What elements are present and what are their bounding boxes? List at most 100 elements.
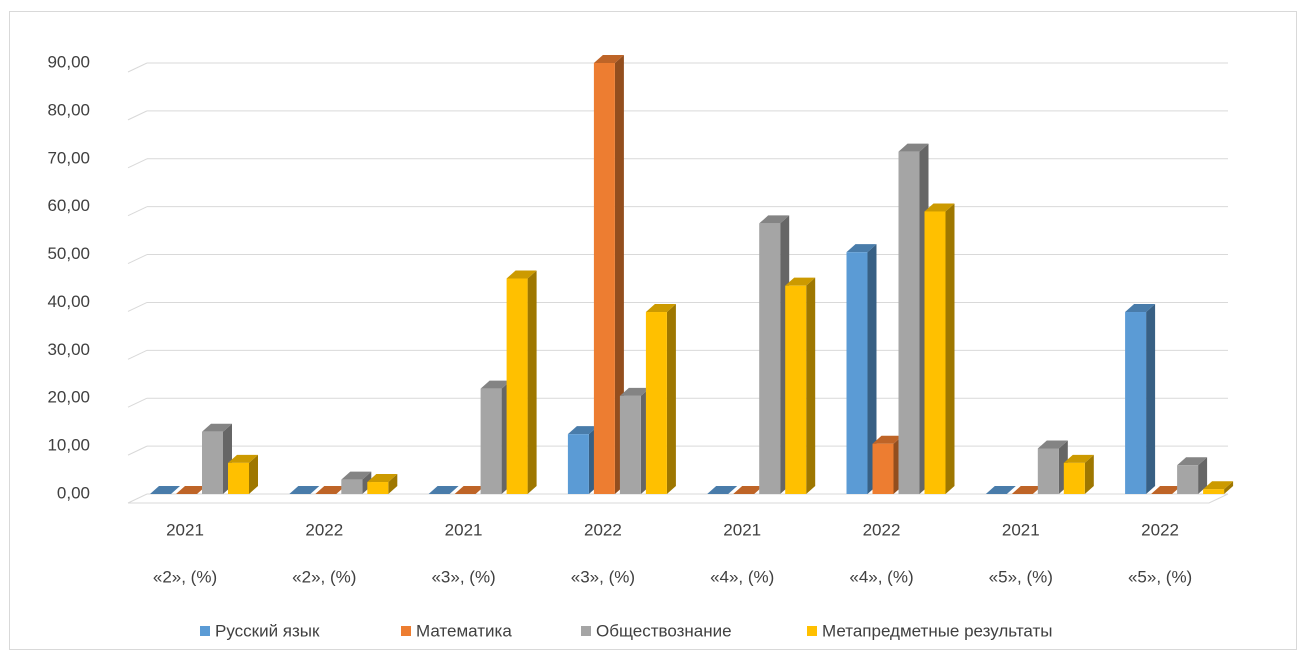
bar-front: [1203, 489, 1225, 494]
bar: [619, 387, 650, 494]
bar-top: [645, 304, 676, 313]
bar-side: [806, 277, 816, 494]
bar-side: [945, 203, 955, 494]
x-group-label: «4», (%): [849, 567, 913, 586]
bar: [1063, 454, 1094, 494]
y-tick-label: 40,00: [47, 292, 90, 311]
y-tick-label: 30,00: [47, 340, 90, 359]
bar-side: [388, 474, 398, 494]
bar: [480, 380, 511, 494]
grid-line-depth: [127, 493, 148, 504]
bar-front: [619, 395, 641, 494]
bar-side: [666, 304, 676, 494]
floor: [128, 493, 1229, 504]
bar: [228, 454, 258, 494]
x-tick-label: 2022: [305, 520, 343, 539]
bar: [150, 486, 180, 494]
y-tick-label: 20,00: [47, 388, 90, 407]
y-tick-label: 90,00: [47, 52, 90, 71]
bar-top: [1177, 457, 1208, 466]
bar-top: [872, 435, 903, 444]
bar-front: [367, 482, 389, 494]
x-tick-label: 2021: [166, 520, 204, 539]
bar-side: [1224, 481, 1234, 494]
bar-front: [593, 63, 615, 494]
bar-front: [1037, 448, 1059, 494]
bar-top: [428, 486, 459, 494]
grid-line-depth: [127, 206, 148, 217]
bar-top: [1063, 454, 1094, 463]
bar-top: [846, 244, 877, 253]
x-group-label: «2», (%): [153, 567, 217, 586]
bar-top: [454, 486, 485, 494]
y-tick-label: 80,00: [47, 100, 90, 119]
bar-top: [176, 486, 206, 494]
x-tick-label: 2021: [445, 520, 483, 539]
bar: [759, 215, 790, 494]
bar-front: [785, 285, 807, 494]
bar-top: [1037, 440, 1068, 449]
x-tick-label: 2022: [584, 520, 622, 539]
bar: [645, 304, 676, 494]
y-tick-label: 0,00: [57, 483, 90, 502]
bar-front: [202, 431, 223, 494]
bar-top: [759, 215, 790, 224]
bar: [315, 486, 346, 494]
bar-front: [341, 479, 363, 494]
bar-front: [645, 312, 667, 494]
x-group-label: «3», (%): [431, 567, 495, 586]
bar: [341, 471, 372, 494]
bar-top: [1151, 486, 1182, 494]
grid-line-depth: [127, 62, 148, 73]
x-tick-label: 2021: [1002, 520, 1040, 539]
bar: [1203, 481, 1234, 494]
y-tick-label: 70,00: [47, 148, 90, 167]
bar: [367, 474, 398, 494]
bar-top: [315, 486, 346, 494]
bar-front: [567, 434, 589, 494]
x-group-label: «5», (%): [989, 567, 1053, 586]
grid-line-depth: [127, 349, 148, 360]
bar-side: [527, 270, 537, 494]
bar-front: [480, 388, 502, 494]
bar: [872, 435, 903, 494]
bar: [924, 203, 955, 494]
bar-top: [733, 486, 764, 494]
bar: [1125, 304, 1156, 494]
bar-side: [1146, 304, 1156, 494]
bar-top: [506, 270, 537, 279]
bar: [567, 426, 598, 494]
bar-front: [759, 223, 781, 494]
grid-line-depth: [127, 254, 148, 265]
bar-side: [867, 244, 877, 494]
grid-line-depth: [127, 397, 148, 408]
x-tick-label: 2022: [1141, 520, 1179, 539]
bar-front: [1177, 465, 1199, 494]
grid-line-depth: [127, 445, 148, 456]
bar-top: [1125, 304, 1156, 313]
y-tick-label: 10,00: [47, 436, 90, 455]
bar-front: [924, 211, 946, 494]
legend-swatch: [581, 626, 591, 636]
bar-top: [1203, 481, 1234, 490]
bar-front: [846, 252, 868, 494]
bar: [1037, 440, 1068, 494]
bar-front: [506, 278, 528, 494]
bar: [176, 486, 206, 494]
bar-front: [898, 151, 920, 494]
bar-side: [249, 454, 258, 494]
bar-top: [228, 454, 258, 463]
bar: [506, 270, 537, 494]
bar: [898, 143, 929, 494]
x-group-label: «3», (%): [571, 567, 635, 586]
legend-label: Математика: [416, 621, 512, 640]
bar-top: [924, 203, 955, 212]
bar: [1151, 486, 1182, 494]
bar-top: [898, 143, 929, 152]
bar-top: [1011, 486, 1042, 494]
grid-line-depth: [127, 158, 148, 169]
bar: [454, 486, 485, 494]
bar: [985, 486, 1016, 494]
legend-swatch: [807, 626, 817, 636]
x-group-label: «4», (%): [710, 567, 774, 586]
